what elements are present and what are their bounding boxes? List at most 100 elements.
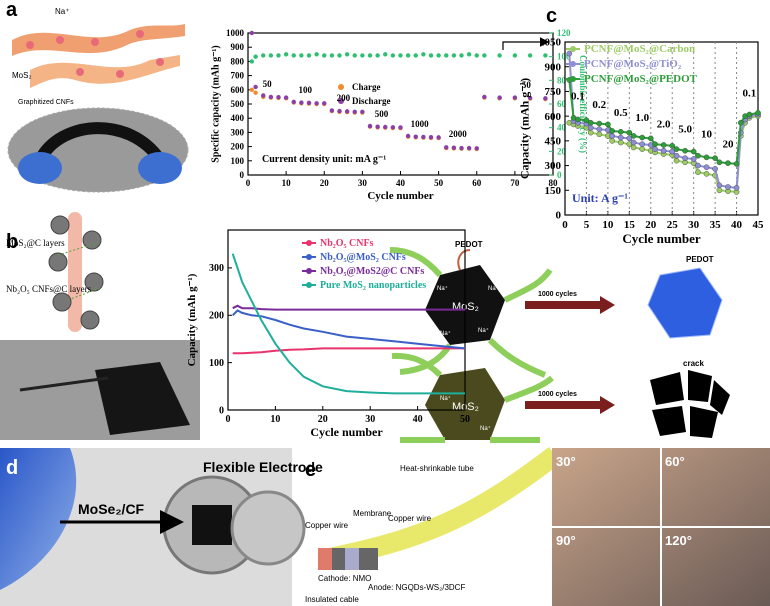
data-point	[375, 124, 380, 129]
chart-note: Unit: A g⁻¹	[572, 191, 628, 205]
data-point	[283, 52, 289, 57]
ion-dots	[26, 30, 164, 78]
data-point	[630, 139, 637, 146]
legend-marker	[338, 98, 344, 104]
y-tick-label: 900	[545, 61, 562, 73]
data-point	[398, 53, 403, 58]
data-point	[695, 162, 701, 169]
data-point	[652, 141, 658, 147]
y-tick-label: 750	[545, 86, 562, 98]
data-point	[669, 148, 676, 155]
data-point	[459, 145, 464, 151]
result-hexagon	[647, 267, 723, 339]
ion-dot	[156, 58, 164, 66]
data-point	[626, 129, 633, 136]
legend-entry: PCNF@MoS₂@Carbon	[584, 43, 695, 55]
data-point	[253, 90, 258, 95]
rate-label: 0.1	[743, 87, 757, 99]
data-point	[543, 53, 548, 58]
sphere	[52, 292, 72, 312]
data-point	[390, 125, 396, 130]
data-point	[367, 53, 373, 58]
x-tick-label: 35	[710, 219, 722, 231]
data-point	[268, 94, 274, 100]
data-point	[596, 126, 603, 133]
y-tick-label: 900	[231, 42, 245, 52]
data-point	[352, 53, 357, 58]
x-tick-label: 0	[562, 219, 568, 231]
data-point	[497, 53, 502, 58]
data-point	[566, 50, 573, 57]
x-tick-label: 30	[358, 178, 368, 188]
tweezers	[19, 376, 109, 392]
y2-tick-label: 20	[557, 146, 567, 156]
data-point	[451, 53, 457, 58]
data-point	[587, 124, 594, 131]
data-point	[299, 53, 304, 58]
data-point	[444, 145, 449, 150]
data-point	[543, 96, 548, 101]
y-axis-label: Capacity (mAh g⁻¹)	[186, 273, 198, 366]
cycle-arrow-head	[600, 396, 615, 414]
x-tick-label: 10	[270, 414, 280, 425]
y2-tick-label: 120	[557, 28, 571, 38]
series-line	[232, 347, 465, 355]
data-point	[673, 146, 680, 152]
ion-dot	[56, 36, 64, 44]
legend-marker	[306, 282, 312, 288]
legend-marker	[306, 268, 312, 274]
rate-label: 2.0	[657, 119, 671, 131]
data-point	[630, 144, 637, 151]
data-point	[268, 53, 274, 58]
ion-dot	[91, 38, 99, 46]
data-point	[639, 146, 646, 152]
rate-label: 1.0	[635, 112, 649, 124]
ion-dot	[76, 68, 84, 76]
legend-entry: Nb₂O₅ CNFs	[320, 238, 374, 249]
electrode	[192, 505, 232, 545]
data-point	[703, 171, 710, 177]
cnf-layer	[30, 55, 180, 88]
panel-label: e	[305, 459, 316, 481]
label: Copper wire	[305, 521, 349, 530]
data-point	[344, 109, 350, 114]
y2-tick-label: 0	[557, 170, 562, 180]
ion-dot	[136, 30, 144, 38]
y-tick-label: 300	[209, 263, 224, 274]
data-point	[609, 138, 615, 144]
data-point	[673, 152, 680, 159]
data-point	[253, 54, 258, 59]
series-line	[232, 304, 465, 311]
y-tick-label: 700	[231, 71, 245, 81]
x-tick-label: 50	[460, 414, 470, 425]
data-point	[466, 52, 472, 57]
data-point	[725, 160, 731, 166]
film-sheet	[95, 362, 190, 435]
data-point	[716, 182, 723, 189]
data-point	[383, 124, 388, 130]
x-tick-label: 20	[320, 178, 330, 188]
data-point	[587, 129, 594, 136]
data-point	[436, 135, 441, 140]
data-point	[466, 145, 472, 151]
panel-label: a	[6, 0, 18, 21]
x-axis-label: Cycle number	[622, 231, 701, 246]
x-tick-label: 20	[318, 414, 328, 425]
x-tick-label: 0	[246, 178, 251, 188]
x-tick-label: 45	[753, 219, 765, 231]
data-point	[712, 166, 718, 172]
y-tick-label: 1050	[539, 37, 562, 49]
label: PEDOT	[686, 255, 714, 264]
legend-entry: Nb₂O₅@MoS2@C CNFs	[320, 266, 424, 277]
chart-note: Current density unit: mA g⁻¹	[262, 154, 386, 165]
data-point	[276, 53, 281, 58]
piece	[688, 370, 712, 402]
data-point	[673, 157, 680, 164]
x-tick-label: 25	[667, 219, 679, 231]
y2-tick-label: 60	[557, 99, 567, 109]
y-tick-label: 800	[231, 56, 245, 66]
x-tick-label: 30	[365, 414, 375, 425]
data-point	[352, 109, 357, 115]
data-point	[639, 134, 646, 141]
